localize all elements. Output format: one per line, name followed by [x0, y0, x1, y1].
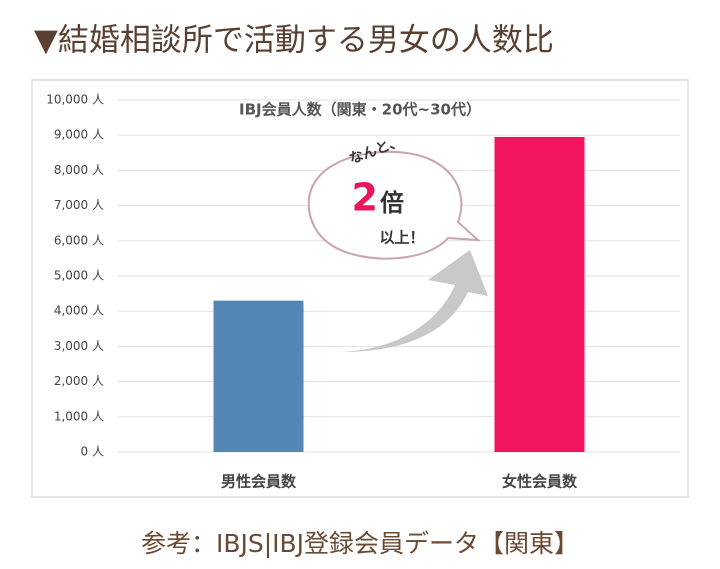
x-tick-label: 女性会員数 [502, 473, 578, 491]
callout-number: 2 [352, 176, 378, 220]
y-tick-label: 0 人 [81, 445, 104, 459]
caption: 参考：IBJS|IBJ登録会員データ【関東】 [141, 529, 579, 558]
callout-text: 以上！ [379, 229, 424, 247]
callout-bubble [307, 150, 481, 260]
callout-text: 倍 [380, 189, 404, 217]
y-tick-label: 1,000 人 [54, 409, 104, 423]
arrow [340, 250, 488, 352]
chart-frame [31, 79, 689, 498]
y-tick-label: 4,000 人 [54, 304, 104, 318]
y-tick-label: 7,000 人 [54, 198, 104, 212]
chart-title: IBJ会員人数（関東・20代~30代） [239, 101, 481, 119]
x-tick-label: 男性会員数 [221, 473, 297, 491]
y-tick-label: 6,000 人 [54, 233, 104, 247]
y-tick-label: 3,000 人 [54, 339, 104, 353]
grid: 0 人 1,000 人 2,000 人 3,000 人 4,000 人 5,000 人 6,… [46, 93, 680, 459]
bar [494, 136, 585, 452]
page-title: ▼結婚相談所で活動する男女の人数比 [34, 23, 554, 59]
bar [213, 300, 304, 452]
y-tick-label: 10,000 人 [46, 93, 104, 107]
y-tick-label: 9,000 人 [54, 128, 104, 142]
y-tick-label: 5,000 人 [54, 269, 104, 283]
y-tick-label: 2,000 人 [54, 374, 104, 388]
y-tick-label: 8,000 人 [54, 163, 104, 177]
